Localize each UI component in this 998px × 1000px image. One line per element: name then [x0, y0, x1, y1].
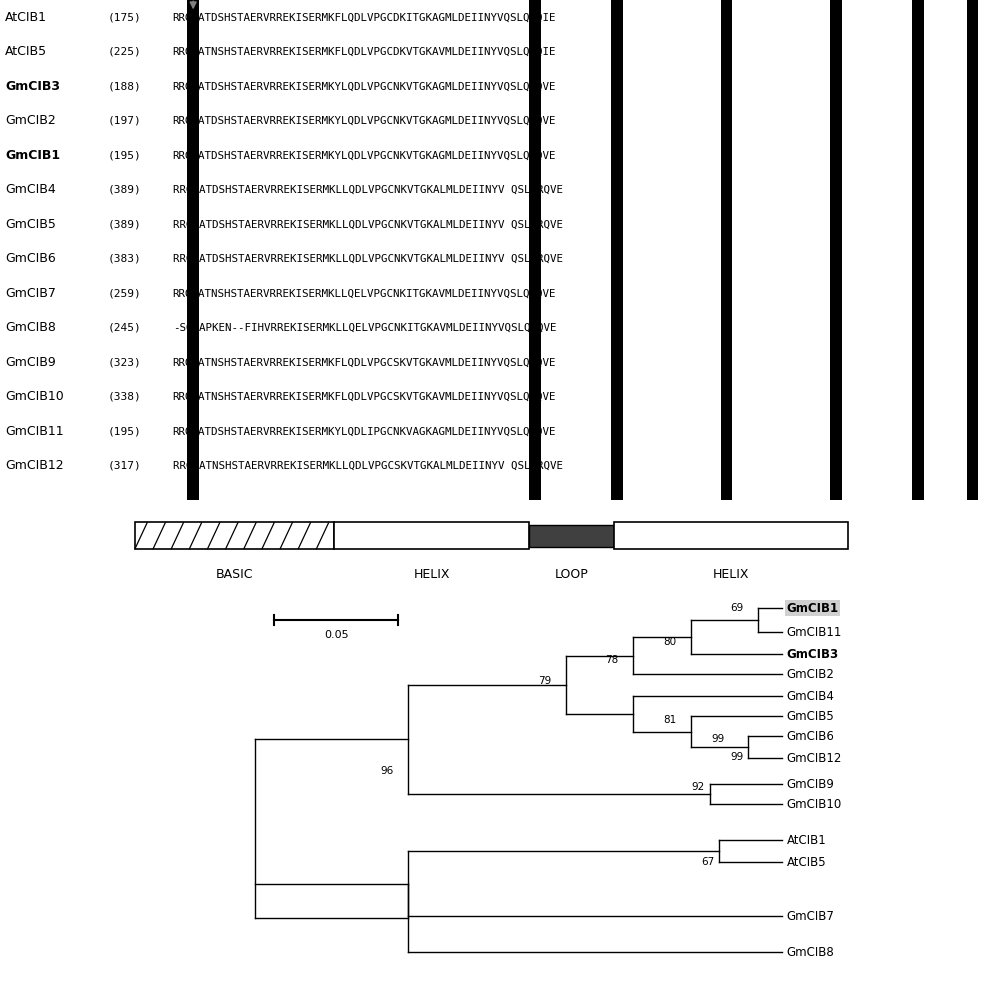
Text: GmCIB6: GmCIB6 — [5, 252, 56, 265]
Text: GmCIB1: GmCIB1 — [786, 601, 838, 614]
Text: GmCIB10: GmCIB10 — [786, 798, 841, 810]
Text: GmCIB3: GmCIB3 — [786, 648, 838, 660]
Text: AtCIB1: AtCIB1 — [786, 833, 826, 846]
Text: GmCIB2: GmCIB2 — [786, 668, 834, 680]
Text: GmCIB9: GmCIB9 — [5, 356, 56, 369]
Text: RRGQATNSHSTAERVRREKISERMKFLQDLVPGCSKVTGKAVMLDEIINYVQSLQRQVE: RRGQATNSHSTAERVRREKISERMKFLQDLVPGCSKVTGK… — [173, 392, 556, 402]
Text: 0.05: 0.05 — [323, 630, 348, 640]
Text: (317): (317) — [108, 461, 142, 471]
Text: HELIX: HELIX — [413, 568, 450, 581]
Text: BASIC: BASIC — [216, 568, 253, 581]
Bar — [529, 525, 614, 547]
Bar — [614, 522, 848, 549]
Text: GmCIB7: GmCIB7 — [5, 287, 56, 300]
Text: GmCIB1: GmCIB1 — [5, 149, 60, 162]
Text: (188): (188) — [108, 81, 142, 91]
Text: AtCIB1: AtCIB1 — [5, 11, 47, 24]
Text: GmCIB8: GmCIB8 — [5, 321, 56, 334]
Text: RRGQATDSHSTAERVRREKISERMKYLQDLVPGCNKVTGKAGMLDEIINYVQSLQRQVE: RRGQATDSHSTAERVRREKISERMKYLQDLVPGCNKVTGK… — [173, 150, 556, 160]
Text: GmCIB3: GmCIB3 — [5, 80, 60, 93]
Text: 99: 99 — [711, 734, 725, 744]
Text: (195): (195) — [108, 426, 142, 436]
Text: LOOP: LOOP — [555, 568, 588, 581]
Text: (175): (175) — [108, 12, 142, 22]
Bar — [334, 522, 529, 549]
Text: GmCIB5: GmCIB5 — [5, 218, 56, 231]
Text: GmCIB11: GmCIB11 — [5, 425, 64, 438]
Text: (259): (259) — [108, 288, 142, 298]
Text: 79: 79 — [539, 676, 552, 686]
Text: GmCIB12: GmCIB12 — [5, 459, 64, 472]
Bar — [188, 0, 199, 500]
Text: RRGQATDSHSTAERVRREKISERMKLLQDLVPGCNKVTGKALMLDEIINYV QSLQRQVE: RRGQATDSHSTAERVRREKISERMKLLQDLVPGCNKVTGK… — [173, 219, 563, 229]
Text: 81: 81 — [663, 715, 677, 725]
Text: (389): (389) — [108, 185, 142, 195]
Text: AtCIB5: AtCIB5 — [786, 855, 826, 868]
Text: GmCIB6: GmCIB6 — [786, 730, 834, 742]
Text: 99: 99 — [731, 752, 744, 762]
Text: GmCIB7: GmCIB7 — [786, 910, 834, 922]
Text: AtCIB5: AtCIB5 — [5, 45, 47, 58]
Text: RRGQATDSHSTAERVRREKISERMKLLQDLVPGCNKVTGKALMLDEIINYV QSLQRQVE: RRGQATDSHSTAERVRREKISERMKLLQDLVPGCNKVTGK… — [173, 254, 563, 264]
Text: GmCIB10: GmCIB10 — [5, 390, 64, 403]
Bar — [135, 522, 334, 549]
Text: GmCIB2: GmCIB2 — [5, 114, 56, 127]
Bar — [529, 0, 541, 500]
Text: GmCIB4: GmCIB4 — [5, 183, 56, 196]
Text: RRGQATNSHSTAERVRREKISERMKFLQDLVPGCDKVTGKAVMLDEIINYVQSLQCQIE: RRGQATNSHSTAERVRREKISERMKFLQDLVPGCDKVTGK… — [173, 47, 556, 57]
Text: (197): (197) — [108, 116, 142, 126]
Text: (383): (383) — [108, 254, 142, 264]
Text: RRGQATDSHSTAERVRREKISERMKYLQDLIPGCNKVAGKAGMLDEIINYVQSLQRQVE: RRGQATDSHSTAERVRREKISERMKYLQDLIPGCNKVAGK… — [173, 426, 556, 436]
Bar — [912, 0, 923, 500]
Text: RRGQATNSHSTAERVRREKISERMKFLQDLVPGCSKVTGKAVMLDEIINYVQSLQRQVE: RRGQATNSHSTAERVRREKISERMKFLQDLVPGCSKVTGK… — [173, 357, 556, 367]
Text: GmCIB5: GmCIB5 — [786, 710, 834, 722]
Text: (338): (338) — [108, 392, 142, 402]
Text: GmCIB8: GmCIB8 — [786, 946, 834, 958]
Text: (389): (389) — [108, 219, 142, 229]
Text: RRGQATDSHSTAERVRREKISERMKLLQDLVPGCNKVTGKALMLDEIINYV QSLQRQVE: RRGQATDSHSTAERVRREKISERMKLLQDLVPGCNKVTGK… — [173, 185, 563, 195]
Text: RRGQATDSHSTAERVRREKISERMKFLQDLVPGCDKITGKAGMLDEIINYVQSLQRQIE: RRGQATDSHSTAERVRREKISERMKFLQDLVPGCDKITGK… — [173, 12, 556, 22]
Bar — [967, 0, 978, 500]
Text: (195): (195) — [108, 150, 142, 160]
Text: 67: 67 — [702, 857, 715, 867]
Text: GmCIB11: GmCIB11 — [786, 626, 841, 638]
Text: RRGQATDSHSTAERVRREKISERMKYLQDLVPGCNKVTGKAGMLDEIINYVQSLQRQVE: RRGQATDSHSTAERVRREKISERMKYLQDLVPGCNKVTGK… — [173, 81, 556, 91]
Text: 80: 80 — [663, 637, 677, 647]
Text: GmCIB12: GmCIB12 — [786, 752, 841, 764]
Bar — [830, 0, 841, 500]
Text: RRGQATDSHSTAERVRREKISERMKYLQDLVPGCNKVTGKAGMLDEIINYVQSLQRQVE: RRGQATDSHSTAERVRREKISERMKYLQDLVPGCNKVTGK… — [173, 116, 556, 126]
Text: HELIX: HELIX — [713, 568, 749, 581]
Text: 78: 78 — [606, 655, 619, 665]
Bar — [721, 0, 733, 500]
Text: GmCIB9: GmCIB9 — [786, 778, 834, 790]
Text: (323): (323) — [108, 357, 142, 367]
Bar — [611, 0, 623, 500]
Text: -SGEAPKEN--FIHVRREKISERMKLLQELVPGCNKITGKAVMLDEIINYVQSLQQQVE: -SGEAPKEN--FIHVRREKISERMKLLQELVPGCNKITGK… — [173, 323, 556, 333]
Text: (245): (245) — [108, 323, 142, 333]
Text: 96: 96 — [380, 766, 393, 776]
Text: RRGQATNSHSTAERVRREKISERMKLLQELVPGCNKITGKAVMLDEIINYVQSLQQQVE: RRGQATNSHSTAERVRREKISERMKLLQELVPGCNKITGK… — [173, 288, 556, 298]
Text: GmCIB4: GmCIB4 — [786, 690, 834, 702]
Text: (225): (225) — [108, 47, 142, 57]
Text: 69: 69 — [731, 603, 744, 613]
Text: 92: 92 — [692, 782, 705, 792]
Text: RRGQATNSHSTAERVRREKISERMKLLQDLVPGCSKVTGKALMLDEIINYV QSLQRQVE: RRGQATNSHSTAERVRREKISERMKLLQDLVPGCSKVTGK… — [173, 461, 563, 471]
